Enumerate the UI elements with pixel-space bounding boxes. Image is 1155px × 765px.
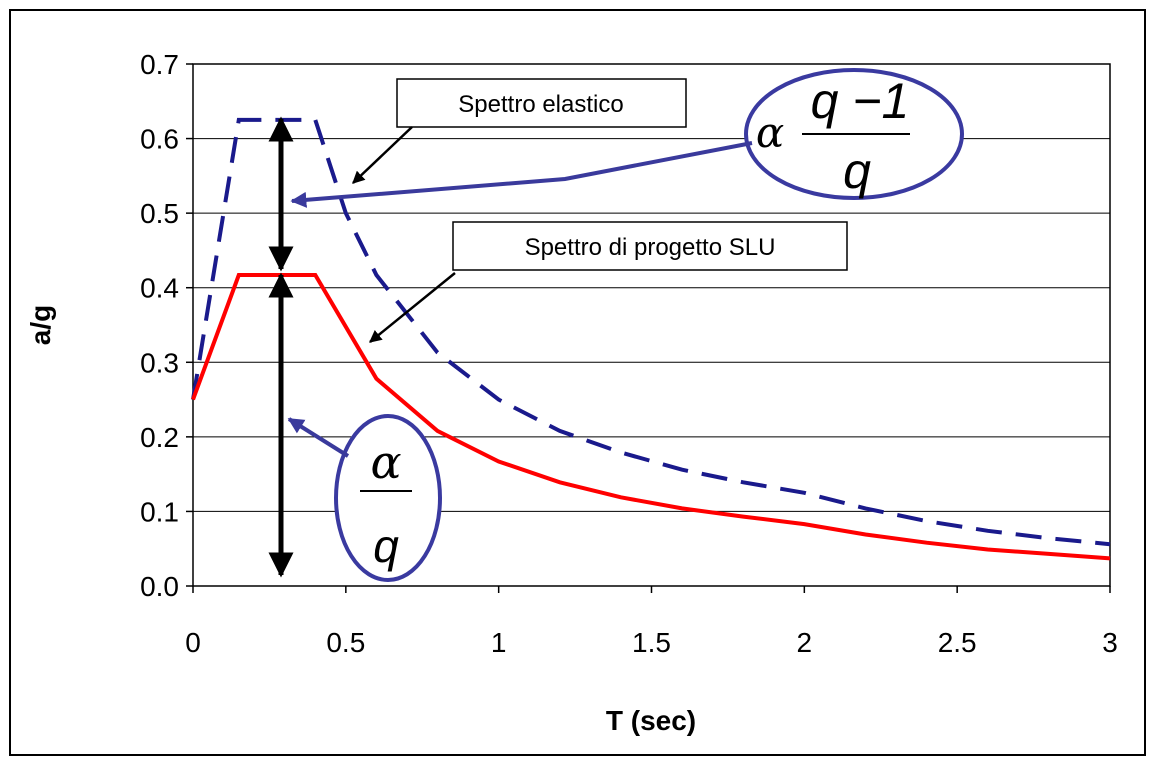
x-tick-label: 0 (185, 627, 201, 658)
x-tick-label: 0.5 (326, 627, 365, 658)
y-tick-label: 0.2 (140, 422, 179, 453)
y-tick-label: 0.3 (140, 347, 179, 378)
x-tick-label: 2.5 (938, 627, 977, 658)
elastic-callout-text: Spettro elastico (458, 91, 623, 118)
y-tick-label: 0.4 (140, 273, 179, 304)
y-tick-label: 0.0 (140, 571, 179, 602)
lower-formula-ellipse (334, 414, 442, 582)
elastic-callout: Spettro elastico (352, 78, 687, 184)
x-axis: 0 0.5 1 1.5 2 2.5 3 (185, 586, 1118, 658)
series-layer (191, 117, 1111, 561)
y-tick-label: 0.7 (140, 49, 179, 80)
lower-formula: α q (287, 414, 442, 582)
x-tick-label: 1.5 (632, 627, 671, 658)
y-tick-label: 0.1 (140, 496, 179, 527)
x-tick-label: 3 (1102, 627, 1118, 658)
x-tick-label: 1 (491, 627, 507, 658)
upper-formula-alpha: α (756, 108, 784, 157)
y-tick-label: 0.6 (140, 124, 179, 155)
elastic-spectrum-line (191, 117, 1111, 547)
lower-formula-denominator: q (373, 520, 399, 572)
upper-formula: α q −1 q (290, 68, 964, 208)
elastic-callout-arrow (352, 126, 413, 184)
design-callout-arrow (369, 272, 456, 343)
design-callout: Spettro di progetto SLU (369, 221, 848, 343)
design-callout-text: Spettro di progetto SLU (525, 234, 776, 261)
y-axis: 0.0 0.1 0.2 0.3 0.4 0.5 0.6 0.7 (140, 49, 193, 602)
y-axis-title: a/g (25, 305, 56, 345)
lower-formula-numerator: α (370, 435, 401, 489)
upper-formula-denominator: q (843, 143, 871, 199)
x-tick-label: 2 (797, 627, 813, 658)
y-tick-label: 0.5 (140, 198, 179, 229)
design-spectrum-line (191, 273, 1111, 561)
lower-formula-pointer (287, 417, 350, 458)
upper-formula-pointer (290, 141, 753, 208)
x-axis-title: T (sec) (606, 705, 696, 736)
upper-formula-numerator: q −1 (811, 73, 910, 129)
